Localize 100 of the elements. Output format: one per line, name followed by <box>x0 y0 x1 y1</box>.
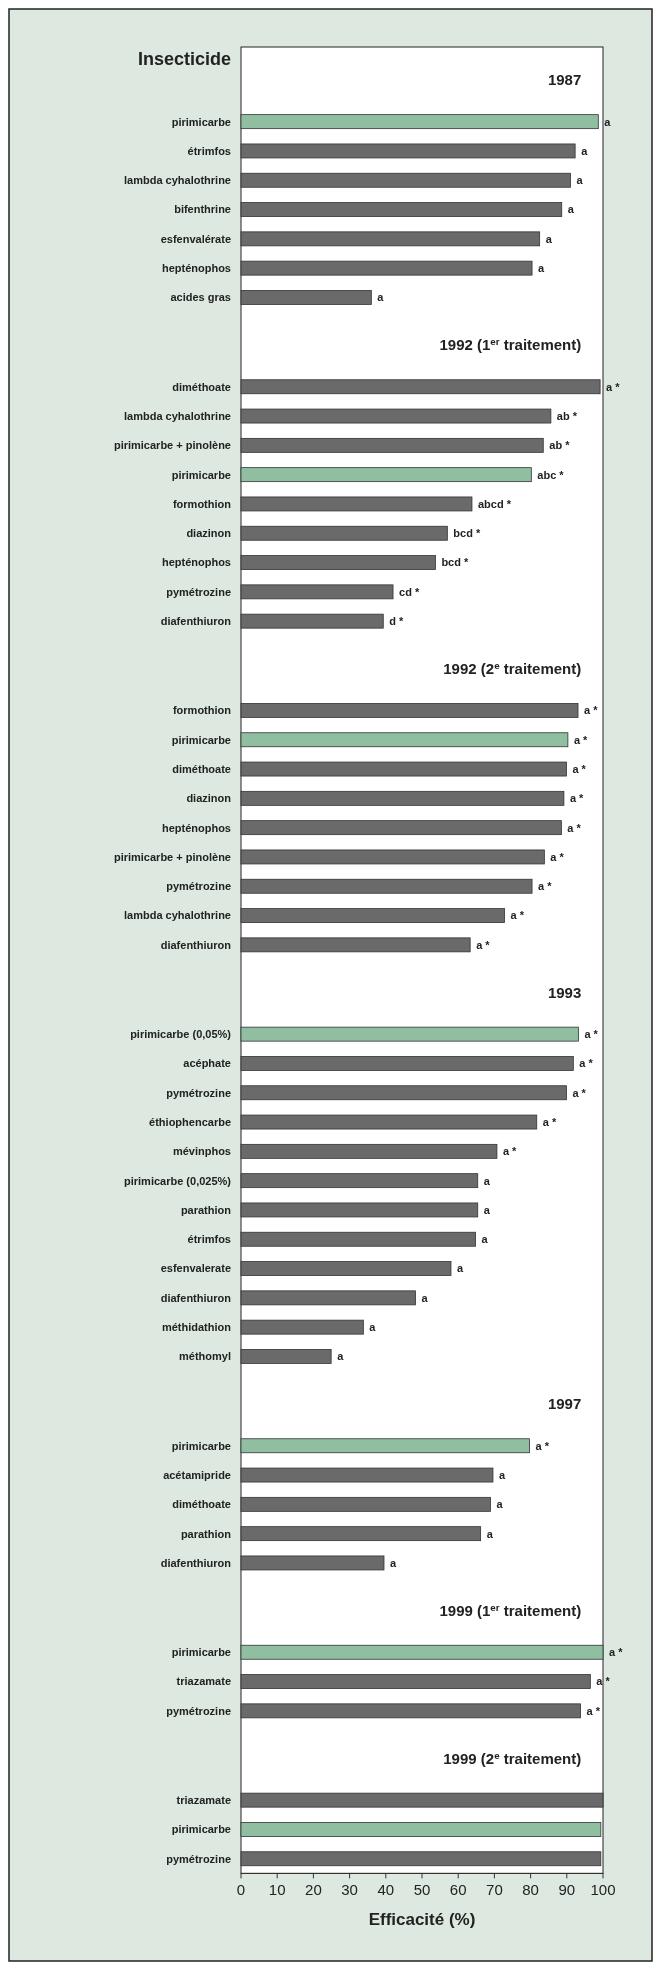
y-tick-label: diazinon <box>186 792 232 805</box>
bar <box>240 1026 579 1042</box>
chart-title: 1999 (1$^{er}$ traitement) <box>439 1601 582 1619</box>
bar <box>240 496 473 512</box>
x-tick-label: 70 <box>486 1881 503 1899</box>
bar <box>240 761 567 777</box>
data-label: a * <box>538 880 553 893</box>
y-tick-label: méthidathion <box>161 1321 232 1333</box>
data-label: cd * <box>399 585 420 598</box>
data-label: a * <box>550 850 565 863</box>
x-tick-label: 90 <box>558 1881 576 1899</box>
y-tick-label: lambda cyhalothrine <box>124 909 231 922</box>
data-label: a <box>421 1291 429 1304</box>
bar <box>240 937 471 953</box>
data-label: a * <box>572 1086 587 1099</box>
data-label: a * <box>567 821 582 834</box>
data-label: a <box>567 203 575 216</box>
data-label: a <box>486 1527 494 1540</box>
bar <box>240 1496 491 1512</box>
data-label: a * <box>502 1145 518 1158</box>
x-tick-label: 0 <box>236 1881 246 1899</box>
data-label: a * <box>606 380 621 393</box>
y-tick-label: pymétrozine <box>166 585 231 598</box>
x-tick-label: 20 <box>305 1881 322 1899</box>
y-tick-label: diafenthiuron <box>160 938 232 951</box>
bar <box>240 1438 530 1454</box>
x-tick-label: 30 <box>341 1881 358 1899</box>
data-label: a * <box>542 1115 557 1128</box>
x-tick-label: 80 <box>522 1881 539 1899</box>
y-tick-label: esfenvalerate <box>160 1262 231 1275</box>
bar <box>240 379 601 395</box>
y-tick-label: éthiophencarbe <box>149 1115 231 1128</box>
y-tick-label: acéphate <box>183 1057 231 1070</box>
y-tick-label: pirimicarbe <box>171 1646 231 1659</box>
y-tick-label: parathion <box>180 1527 232 1540</box>
x-tick-label: 10 <box>268 1881 286 1899</box>
y-tick-label: diméthoate <box>172 380 231 393</box>
bar <box>240 1173 479 1189</box>
chart-title: 1987 <box>547 71 582 88</box>
data-label: a * <box>584 704 599 717</box>
y-tick-label: bifenthrine <box>174 203 231 216</box>
bar <box>240 1555 385 1571</box>
bar <box>240 1114 538 1130</box>
data-label: a <box>369 1321 377 1333</box>
y-tick-label: formothion <box>172 497 232 510</box>
y-tick-label: pirimicarbe (0,05%) <box>130 1028 232 1040</box>
y-axis-title: Insecticide <box>137 49 231 69</box>
bar <box>240 790 565 806</box>
bar <box>240 1290 416 1306</box>
data-label: d * <box>389 615 405 627</box>
data-label: a <box>538 262 546 274</box>
y-tick-label: triazamate <box>176 1675 231 1688</box>
y-tick-label: diméthoate <box>172 762 231 775</box>
y-tick-label: diazinon <box>186 527 232 540</box>
data-label: bcd * <box>441 556 470 569</box>
bar <box>240 172 571 188</box>
y-tick-label: pirimicarbe <box>171 1823 231 1836</box>
y-tick-label: pirimicarbe <box>171 115 231 128</box>
bar <box>240 908 505 923</box>
y-tick-label: acides gras <box>170 291 231 304</box>
y-tick-label: étrimfos <box>187 144 231 157</box>
y-tick-label: étrimfos <box>187 1233 231 1246</box>
chart-title: 1999 (2$^{e}$ traitement) <box>443 1749 582 1767</box>
bar <box>240 202 563 217</box>
x-axis-title: Efficacité (%) <box>368 1910 476 1930</box>
y-tick-label: lambda cyhalothrine <box>124 174 231 187</box>
y-tick-label: hepténophos <box>161 262 231 274</box>
data-label: a * <box>609 1646 624 1659</box>
bar <box>240 555 436 570</box>
chart-title: 1992 (1$^{er}$ traitement) <box>439 335 582 354</box>
bar <box>240 1261 452 1276</box>
data-label: abc * <box>537 468 565 481</box>
y-tick-label: pirimicarbe (0,025%) <box>124 1174 232 1187</box>
bar <box>240 1467 494 1483</box>
bar <box>240 231 541 247</box>
y-tick-label: esfenvalérate <box>160 232 231 245</box>
data-label: a * <box>579 1057 594 1070</box>
data-label: a <box>456 1262 464 1275</box>
data-label: a * <box>510 909 525 922</box>
y-tick-label: lambda cyhalothrine <box>124 409 231 422</box>
bar <box>240 467 532 483</box>
x-tick-label: 60 <box>449 1881 467 1899</box>
y-tick-label: pymétrozine <box>166 880 231 893</box>
y-tick-label: formothion <box>172 704 232 717</box>
y-tick-label: mévinphos <box>172 1145 231 1158</box>
bar <box>240 408 552 424</box>
bar <box>240 1526 482 1542</box>
chart-title: 1997 <box>547 1395 582 1413</box>
x-tick-label: 40 <box>377 1881 395 1899</box>
data-label: a <box>545 232 553 245</box>
data-label: a <box>481 1233 489 1246</box>
data-label: a * <box>596 1675 611 1688</box>
x-tick-label: 50 <box>413 1881 431 1899</box>
y-tick-label: pymétrozine <box>166 1704 231 1717</box>
bar <box>240 1143 498 1159</box>
bar <box>240 1202 479 1218</box>
data-label: a <box>576 174 584 187</box>
y-tick-label: méthomyl <box>179 1350 231 1363</box>
bar <box>240 820 562 836</box>
data-label: a <box>337 1350 345 1363</box>
